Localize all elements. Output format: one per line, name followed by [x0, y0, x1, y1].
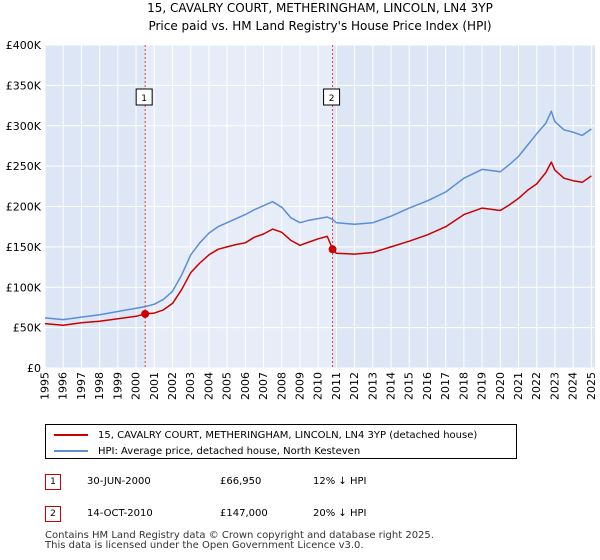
x-tick-label: 2024	[567, 372, 580, 400]
transaction-price: £147,000	[220, 508, 268, 519]
x-tick-label: 2023	[548, 372, 561, 400]
x-tick-label: 2019	[476, 372, 489, 400]
legend-swatch-hpi	[54, 450, 88, 452]
price-chart: 15, CAVALRY COURT, METHERINGHAM, LINCOLN…	[6, 1, 598, 400]
chart-subtitle: Price paid vs. HM Land Registry's House …	[148, 19, 491, 33]
x-tick-label: 2017	[439, 372, 452, 400]
y-tick-label: £300K	[6, 120, 42, 133]
sale-label: 2	[329, 94, 335, 104]
sale-label-box	[323, 88, 341, 106]
x-tick-label: 2000	[130, 372, 143, 400]
x-tick-label: 2005	[221, 372, 234, 400]
x-tick-label: 2018	[457, 372, 470, 400]
y-tick-label: £0	[27, 362, 41, 375]
legend-item-property: 15, CAVALRY COURT, METHERINGHAM, LINCOLN…	[54, 427, 477, 443]
transaction-badge: 1	[45, 474, 61, 490]
sale-label-box	[135, 88, 153, 106]
x-tick-label: 2008	[275, 372, 288, 400]
x-tick-label: 1999	[111, 372, 124, 400]
x-tick-label: 2020	[494, 372, 507, 400]
x-tick-label: 2025	[585, 372, 598, 400]
x-tick-label: 2021	[512, 372, 525, 400]
x-tick-label: 2006	[239, 372, 252, 400]
x-tick-label: 2013	[366, 372, 379, 400]
legend-label-hpi: HPI: Average price, detached house, Nort…	[98, 445, 361, 457]
x-tick-label: 2009	[293, 372, 306, 400]
chart-title: 15, CAVALRY COURT, METHERINGHAM, LINCOLN…	[147, 1, 493, 15]
x-tick-label: 2011	[330, 372, 343, 400]
x-tick-label: 2003	[184, 372, 197, 400]
y-tick-label: £200K	[6, 201, 42, 214]
y-axis-ticks: £0 £50K £100K £150K £200K £250K £300K £350K £400…	[6, 39, 42, 375]
grid-lines	[44, 44, 595, 369]
x-axis-ticks: 1995 1996 1997 1998 1999 2000 2001 2002 2003 2004…	[39, 372, 598, 400]
x-tick-label: 2010	[312, 372, 325, 400]
y-tick-label: £150K	[6, 241, 42, 254]
x-tick-label: 2016	[421, 372, 434, 400]
x-tick-label: 1995	[39, 372, 52, 400]
y-tick-label: £400K	[6, 39, 42, 52]
sale-point	[328, 245, 337, 254]
footer-line-2: This data is licensed under the Open Gov…	[45, 540, 364, 551]
copyright-footer: Contains HM Land Registry data © Crown c…	[45, 531, 434, 551]
series-line	[44, 110, 592, 321]
x-tick-label: 1997	[75, 372, 88, 400]
y-tick-label: £250K	[6, 160, 42, 173]
x-tick-label: 2002	[166, 372, 179, 400]
chart-legend: 15, CAVALRY COURT, METHERINGHAM, LINCOLN…	[45, 424, 517, 459]
footer-line-1: Contains HM Land Registry data © Crown c…	[45, 530, 434, 541]
sale-label: 1	[141, 94, 147, 104]
series-line	[44, 161, 592, 326]
y-tick-label: £100K	[6, 281, 42, 294]
transaction-date: 14-OCT-2010	[87, 508, 153, 519]
x-tick-label: 2022	[530, 372, 543, 400]
x-tick-label: 1998	[93, 372, 106, 400]
transaction-price: £66,950	[220, 476, 262, 487]
transaction-hpi-diff: 20% ↓ HPI	[313, 508, 367, 519]
x-tick-label: 2012	[348, 372, 361, 400]
y-tick-label: £350K	[6, 79, 42, 92]
transaction-date: 30-JUN-2000	[87, 476, 151, 487]
x-tick-label: 1996	[57, 372, 70, 400]
x-tick-label: 2001	[148, 372, 161, 400]
y-tick-label: £50K	[13, 322, 42, 335]
legend-swatch-property	[54, 434, 88, 436]
sale-point	[141, 309, 150, 318]
transaction-hpi-diff: 12% ↓ HPI	[313, 476, 367, 487]
x-tick-label: 2014	[385, 372, 398, 400]
x-tick-label: 2004	[202, 372, 215, 400]
x-tick-label: 2007	[257, 372, 270, 400]
series-lines	[44, 110, 592, 326]
transaction-badge: 2	[45, 506, 61, 522]
legend-item-hpi: HPI: Average price, detached house, Nort…	[54, 443, 360, 459]
x-tick-label: 2015	[403, 372, 416, 400]
legend-label-property: 15, CAVALRY COURT, METHERINGHAM, LINCOLN…	[98, 429, 478, 441]
